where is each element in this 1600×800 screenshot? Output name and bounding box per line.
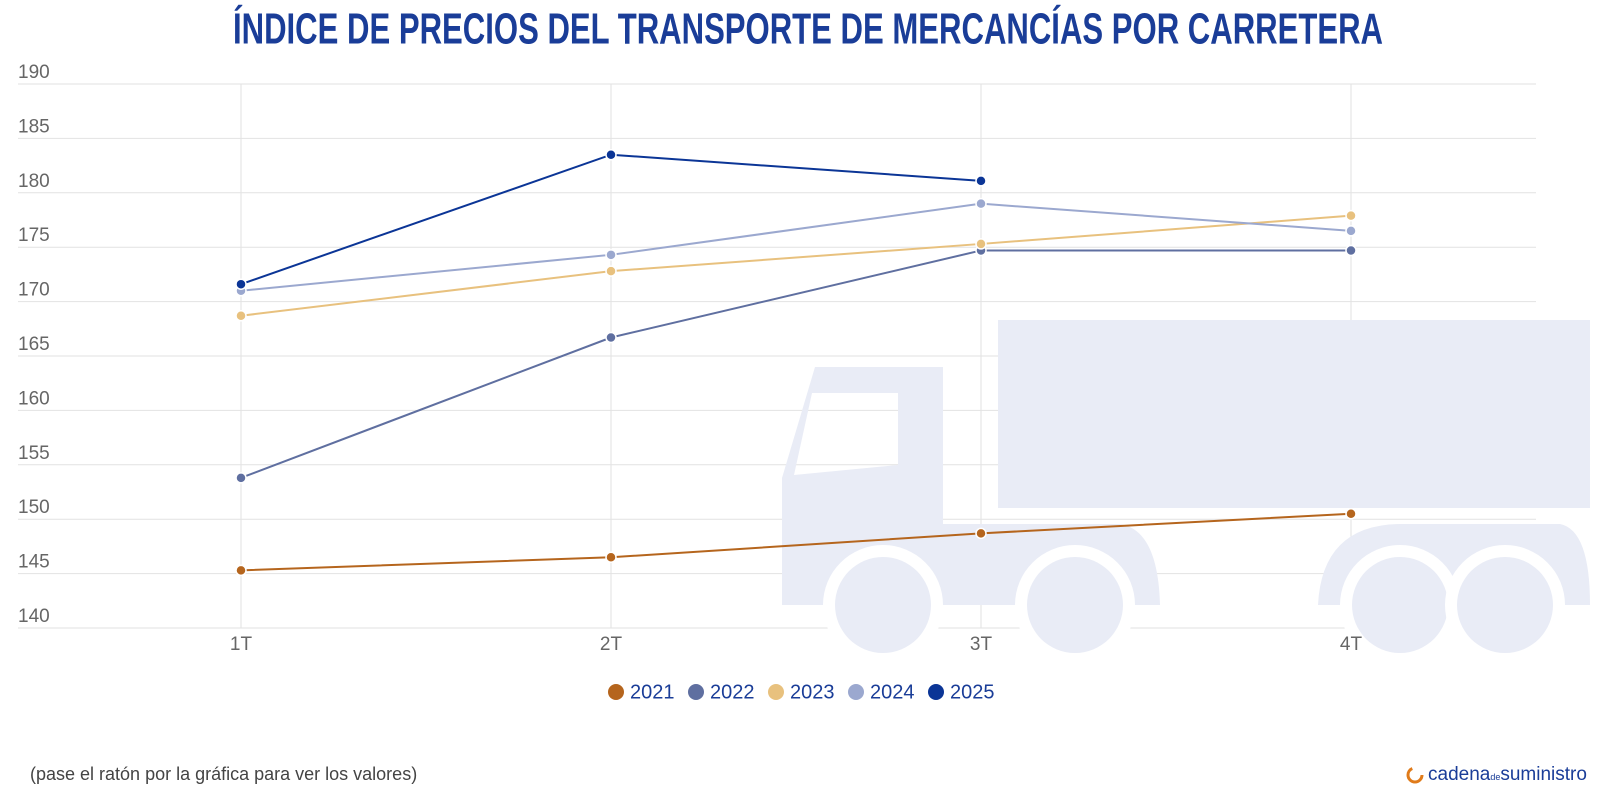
legend-marker <box>768 684 784 700</box>
legend-label: 2025 <box>950 681 995 703</box>
x-tick-label: 4T <box>1340 634 1363 655</box>
logo: cadenadesuministro <box>1406 764 1587 785</box>
logo-part: cadena <box>1428 764 1491 785</box>
legend-label: 2022 <box>710 681 755 703</box>
x-tick-label: 1T <box>230 634 253 655</box>
legend-marker <box>688 684 704 700</box>
logo-text: cadenadesuministro <box>1428 764 1587 785</box>
y-tick-label: 145 <box>18 552 50 573</box>
data-point <box>605 331 617 344</box>
data-point <box>975 527 987 540</box>
data-point <box>235 309 247 322</box>
y-tick-label: 160 <box>18 388 50 409</box>
legend-marker <box>848 684 864 700</box>
y-tick-label: 180 <box>18 171 50 192</box>
logo-part: suministro <box>1500 764 1587 785</box>
series-line <box>240 249 1351 479</box>
data-point <box>605 551 617 564</box>
y-tick-label: 140 <box>18 606 50 627</box>
legend-marker <box>608 684 624 700</box>
data-point <box>975 238 987 250</box>
series-line <box>240 202 1352 292</box>
y-tick-label: 190 <box>18 62 50 83</box>
chart-title: ÍNDICE DE PRECIOS DEL TRANSPORTE DE MERC… <box>233 4 1383 54</box>
logo-part: de <box>1490 772 1500 782</box>
y-tick-label: 185 <box>18 116 50 137</box>
data-point <box>235 278 247 290</box>
data-point <box>235 564 247 577</box>
y-tick-label: 155 <box>18 443 50 464</box>
data-point <box>975 175 987 187</box>
legend-label: 2024 <box>870 681 915 703</box>
legend: 2021 2022 2023 2024 2025 <box>608 681 995 703</box>
x-tick-label: 2T <box>600 634 623 655</box>
data-point <box>1345 225 1357 237</box>
y-tick-label: 175 <box>18 225 50 246</box>
data-point <box>1345 508 1357 520</box>
footnote: (pase el ratón por la gráfica para ver l… <box>30 764 417 784</box>
y-tick-label: 165 <box>18 334 50 355</box>
legend-label: 2023 <box>790 681 835 703</box>
logo-icon <box>1406 766 1424 784</box>
series-line <box>240 214 1352 317</box>
data-point <box>605 148 617 161</box>
data-point <box>1345 244 1357 257</box>
data-point <box>1345 209 1357 222</box>
y-tick-label: 150 <box>18 497 50 518</box>
y-tick-label: 170 <box>18 280 50 301</box>
series-line <box>240 512 1352 572</box>
data-point <box>975 197 987 210</box>
legend-marker <box>928 684 944 700</box>
x-tick-label: 3T <box>970 634 993 655</box>
legend-label: 2021 <box>630 681 675 703</box>
truck-background <box>782 320 1590 665</box>
data-point <box>605 265 617 277</box>
data-point <box>605 249 617 261</box>
data-point <box>235 472 247 484</box>
